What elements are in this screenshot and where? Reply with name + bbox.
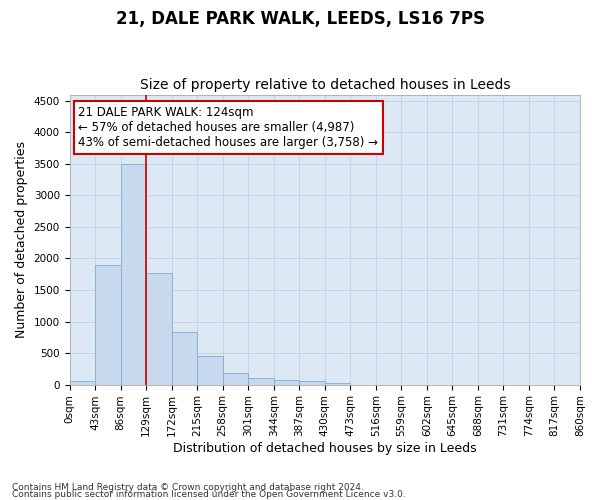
Bar — [172, 332, 197, 384]
X-axis label: Distribution of detached houses by size in Leeds: Distribution of detached houses by size … — [173, 442, 476, 455]
Bar — [70, 382, 95, 384]
Text: Contains public sector information licensed under the Open Government Licence v3: Contains public sector information licen… — [12, 490, 406, 499]
Bar — [325, 382, 350, 384]
Text: Contains HM Land Registry data © Crown copyright and database right 2024.: Contains HM Land Registry data © Crown c… — [12, 484, 364, 492]
Bar — [223, 372, 248, 384]
Text: 21 DALE PARK WALK: 124sqm
← 57% of detached houses are smaller (4,987)
43% of se: 21 DALE PARK WALK: 124sqm ← 57% of detac… — [79, 106, 379, 149]
Title: Size of property relative to detached houses in Leeds: Size of property relative to detached ho… — [140, 78, 510, 92]
Bar — [299, 382, 325, 384]
Y-axis label: Number of detached properties: Number of detached properties — [15, 141, 28, 338]
Text: 21, DALE PARK WALK, LEEDS, LS16 7PS: 21, DALE PARK WALK, LEEDS, LS16 7PS — [115, 10, 485, 28]
Bar — [121, 164, 146, 384]
Bar — [197, 356, 223, 384]
Bar — [95, 265, 121, 384]
Bar — [146, 273, 172, 384]
Bar — [274, 380, 299, 384]
Bar — [248, 378, 274, 384]
